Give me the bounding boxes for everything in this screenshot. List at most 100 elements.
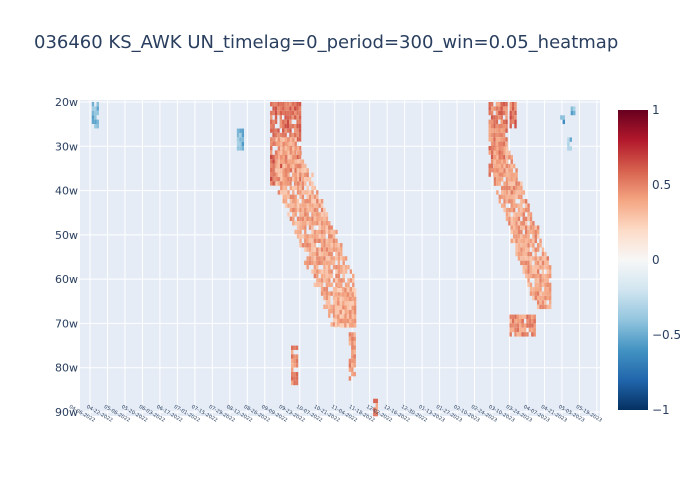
heatmap-cell (536, 287, 540, 292)
heatmap-cell (346, 296, 350, 302)
heatmap-cell (272, 124, 275, 129)
heatmap-cell (301, 194, 305, 200)
heatmap-cell (316, 256, 319, 261)
heatmap-cell (323, 234, 326, 239)
heatmap-cell (351, 301, 354, 306)
heatmap-cell (239, 132, 242, 138)
heatmap-cell (239, 137, 242, 142)
heatmap-cell (342, 269, 345, 274)
heatmap-cell (502, 110, 506, 116)
heatmap-cell (328, 251, 331, 257)
heatmap-cell (528, 323, 532, 328)
heatmap-cell (323, 251, 326, 257)
heatmap-cell (340, 243, 343, 248)
heatmap-cell (94, 119, 97, 124)
heatmap-cell (351, 354, 354, 359)
heatmap-cell (339, 292, 342, 297)
heatmap-cell (510, 216, 513, 222)
heatmap-cell (548, 273, 552, 279)
heatmap-cell (509, 102, 512, 107)
heatmap-cell (541, 265, 545, 270)
heatmap-cell (524, 225, 528, 230)
heatmap-cell (332, 234, 336, 239)
heatmap-cell (498, 110, 501, 116)
heatmap-cell (346, 314, 350, 319)
heatmap-cell (301, 203, 305, 208)
heatmap-cell (282, 194, 285, 200)
heatmap-cell (292, 146, 295, 151)
heatmap-cell (505, 159, 509, 164)
heatmap-cell (289, 177, 293, 182)
heatmap-cell (296, 185, 300, 191)
heatmap-cell (541, 295, 545, 301)
heatmap-cell (320, 212, 324, 217)
heatmap-cell (296, 207, 300, 213)
heatmap-cell (295, 358, 299, 364)
heatmap-cell (296, 146, 300, 151)
heatmap-cell (320, 260, 324, 266)
heatmap-cell (515, 229, 518, 235)
heatmap-cell (351, 341, 354, 346)
heatmap-cell (301, 190, 305, 195)
heatmap-cell (308, 256, 312, 261)
heatmap-cell (500, 141, 503, 146)
heatmap-cell (500, 115, 503, 120)
heatmap-cell (351, 314, 354, 319)
heatmap-cell (291, 349, 294, 355)
heatmap-cell (334, 296, 338, 302)
heatmap-cell (541, 273, 545, 279)
heatmap-cell (277, 176, 280, 182)
heatmap-cell (294, 115, 297, 120)
heatmap-cell (328, 304, 331, 310)
heatmap-cell (353, 345, 356, 350)
heatmap-cell (348, 363, 352, 368)
heatmap-cell (289, 163, 293, 169)
heatmap-cell (346, 310, 350, 315)
heatmap-cell (344, 301, 347, 306)
heatmap-cell (313, 273, 317, 279)
heatmap-cell (569, 137, 572, 142)
heatmap-cell (270, 181, 273, 186)
heatmap-cell (308, 199, 312, 204)
heatmap-cell (308, 251, 312, 257)
heatmap-cell (332, 313, 336, 318)
heatmap-cell (526, 314, 529, 319)
heatmap-cell (488, 146, 491, 151)
heatmap-cell (510, 199, 513, 204)
heatmap-cell (512, 185, 516, 191)
heatmap-cell (344, 256, 348, 261)
heatmap-cell (318, 234, 321, 239)
heatmap-cell (236, 137, 240, 142)
heatmap-cell (332, 291, 336, 296)
heatmap-cell (511, 318, 515, 324)
heatmap-cell (296, 119, 299, 124)
heatmap-cell (292, 172, 295, 178)
heatmap-cell (311, 260, 314, 266)
heatmap-cell (284, 203, 288, 208)
heatmap-cell (304, 238, 307, 244)
heatmap-cell (334, 310, 338, 315)
heatmap-cell (508, 207, 511, 213)
heatmap-cell (304, 177, 307, 182)
heatmap-cell (294, 110, 297, 116)
heatmap-cell (325, 265, 329, 270)
heatmap-cell (279, 132, 283, 138)
heatmap-cell (527, 225, 530, 230)
heatmap-cell (496, 155, 499, 160)
heatmap-cell (519, 318, 522, 324)
heatmap-cell (313, 212, 317, 217)
heatmap-cell (500, 146, 503, 151)
heatmap-cell (495, 141, 499, 146)
heatmap-cell (298, 176, 302, 182)
heatmap-cell (503, 163, 506, 169)
heatmap-cell (275, 172, 278, 178)
heatmap-cell (313, 203, 317, 208)
heatmap-cell (500, 177, 504, 182)
heatmap-cell (508, 150, 511, 156)
heatmap-cell (313, 238, 317, 244)
heatmap-cell (295, 345, 299, 350)
heatmap-cell (351, 363, 354, 368)
heatmap-cell (325, 243, 329, 248)
heatmap-cell (536, 243, 540, 248)
